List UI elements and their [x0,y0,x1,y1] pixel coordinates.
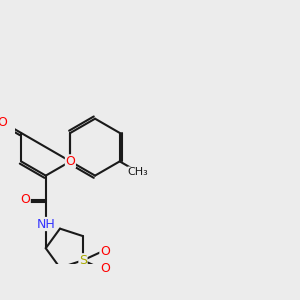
Text: O: O [0,116,8,129]
Text: O: O [100,262,110,275]
Text: NH: NH [36,218,55,230]
Text: O: O [100,245,110,258]
Text: S: S [79,254,87,267]
Text: O: O [65,155,75,168]
Text: CH₃: CH₃ [128,167,148,177]
Text: O: O [20,193,30,206]
